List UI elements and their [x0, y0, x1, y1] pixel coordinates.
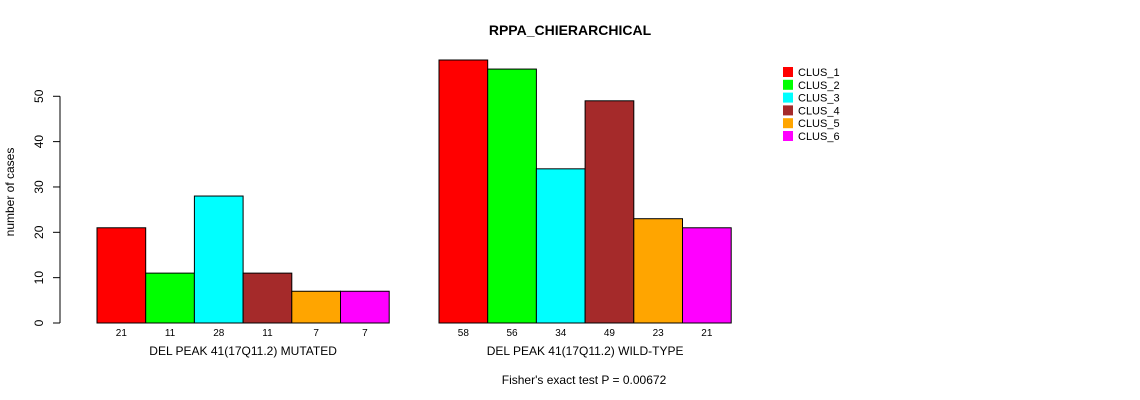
y-tick-label: 40 — [32, 135, 46, 149]
bar-value-label: 28 — [213, 328, 225, 339]
group-label: DEL PEAK 41(17Q11.2) WILD-TYPE — [487, 344, 684, 358]
legend-item: CLUS_6 — [798, 131, 840, 143]
y-tick-label: 20 — [32, 225, 46, 239]
bar-value-label: 49 — [604, 328, 616, 339]
bar-clus-5 — [633, 218, 683, 324]
y-tick-label: 10 — [32, 271, 46, 285]
bar-clus-3 — [535, 168, 586, 324]
legend-swatch — [783, 79, 793, 90]
bar-clus-3 — [193, 195, 244, 324]
legend-swatch — [783, 67, 793, 77]
bar-value-label: 21 — [701, 328, 713, 339]
y-axis-label: number of cases — [3, 148, 17, 237]
legend-item: CLUS_3 — [798, 93, 840, 105]
bar-value-label: 56 — [506, 328, 518, 339]
bar-clus-1 — [96, 227, 147, 324]
legend-swatch — [783, 131, 793, 141]
bar-value-label: 7 — [362, 328, 368, 339]
legend-item: CLUS_4 — [798, 105, 840, 117]
bar-clus-6 — [682, 227, 732, 324]
y-tick-label: 0 — [32, 319, 46, 326]
legend-swatch — [783, 118, 793, 129]
group-label: DEL PEAK 41(17Q11.2) MUTATED — [149, 344, 337, 358]
footnote: Fisher's exact test P = 0.00672 — [502, 373, 667, 387]
y-tick-label: 30 — [32, 180, 46, 194]
bar-clus-2 — [487, 68, 537, 324]
bar-clus-5 — [291, 290, 341, 324]
bars: 21 11 28 11 7 7 58 56 34 49 23 21 — [96, 59, 732, 339]
bar-value-label: 58 — [458, 328, 470, 339]
chart-title: RPPA_CHIERARCHICAL — [489, 22, 652, 38]
bar-value-label: 7 — [313, 328, 319, 339]
y-axis: 0 10 20 30 40 50 — [32, 89, 61, 326]
bar-value-label: 11 — [165, 328, 176, 339]
bar-clus-4 — [584, 100, 635, 324]
y-tick-label: 50 — [32, 89, 46, 103]
legend-swatch — [783, 92, 793, 103]
bar-clus-6 — [340, 290, 390, 324]
bar-value-label: 11 — [262, 328, 273, 339]
bar-clus-1 — [438, 59, 489, 324]
legend-item: CLUS_2 — [798, 80, 840, 92]
bar-value-label: 23 — [653, 328, 665, 339]
bar-value-label: 34 — [555, 328, 567, 339]
bar-clus-2 — [145, 272, 195, 324]
group-labels: DEL PEAK 41(17Q11.2) MUTATED DEL PEAK 41(… — [149, 344, 683, 358]
legend-item: CLUS_1 — [798, 67, 840, 79]
legend-item: CLUS_5 — [798, 118, 840, 130]
bar-value-label: 21 — [116, 328, 128, 339]
legend-swatch — [783, 105, 793, 116]
bar-clus-4 — [242, 272, 293, 324]
